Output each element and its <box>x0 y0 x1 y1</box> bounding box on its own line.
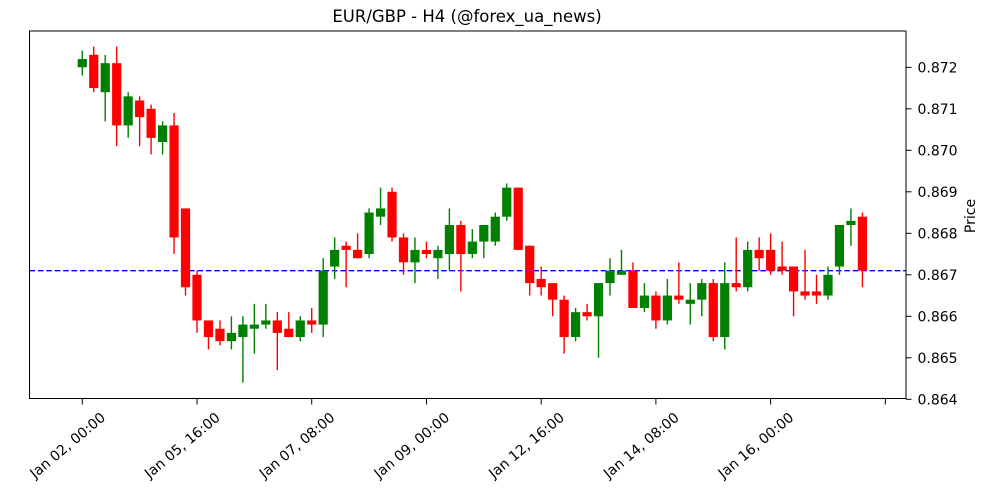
candle-body-down <box>169 125 179 238</box>
candle-body-down <box>284 328 294 338</box>
candle-body-up <box>467 241 477 255</box>
candle-body-down <box>192 274 202 321</box>
candle-body-down <box>628 270 638 308</box>
candle-body-down <box>456 224 466 255</box>
candle-body-down <box>421 249 432 255</box>
y-tick-label: 0.872 <box>918 60 958 76</box>
candle-body-down <box>398 237 409 263</box>
candle-body-down <box>513 187 523 250</box>
candle-body-down <box>307 320 317 325</box>
candle-body-up <box>364 212 374 255</box>
y-tick-label: 0.870 <box>918 143 958 159</box>
candle-body-down <box>112 63 122 126</box>
candle-body-up <box>639 295 650 308</box>
candle-body-up <box>834 224 845 267</box>
candle-body-up <box>697 283 707 300</box>
candle-body-down <box>811 291 822 296</box>
candle-body-up <box>318 270 328 325</box>
candle-body-down <box>525 245 535 284</box>
candle-body-down <box>146 108 156 138</box>
y-tick-label: 0.864 <box>918 392 958 408</box>
x-tick-label: Jan 07, 08:00 <box>256 410 338 483</box>
candle-body-up <box>502 187 512 217</box>
candle-body-down <box>582 312 592 317</box>
candle-body-up <box>100 63 110 93</box>
candle-body-down <box>548 283 558 300</box>
y-tick-label: 0.867 <box>918 268 958 284</box>
y-tick-label: 0.869 <box>918 185 958 201</box>
candle-body-down <box>89 54 99 89</box>
candle-body-up <box>605 270 615 284</box>
candle-body-down <box>651 295 661 321</box>
x-tick-label: Jan 09, 00:00 <box>371 410 453 483</box>
candle-body-up <box>593 283 604 317</box>
candle-body-down <box>135 100 145 118</box>
candle-body-up <box>157 125 168 143</box>
candle-body-down <box>674 295 684 300</box>
candle-body-down <box>754 249 764 259</box>
candle-body-up <box>444 224 454 255</box>
candle-body-up <box>570 312 581 338</box>
candle-body-up <box>226 332 237 342</box>
candle-body-up <box>261 320 271 325</box>
y-tick-label: 0.865 <box>918 351 958 367</box>
y-axis-title: Price <box>963 199 979 233</box>
candle-body-up <box>77 59 87 68</box>
y-tick-label: 0.871 <box>918 102 958 118</box>
candle-body-down <box>272 320 282 333</box>
candle-body-up <box>330 249 340 267</box>
candle-body-down <box>766 249 776 271</box>
candle-body-down <box>215 328 225 342</box>
candle-body-down <box>788 266 799 292</box>
candle-body-up <box>433 249 443 259</box>
x-tick-label: Jan 14, 08:00 <box>600 410 682 483</box>
candle-body-up <box>743 249 753 288</box>
plot-area: 0.864 0.865 0.866 0.867 0.868 0.869 0.870 0.871… <box>26 30 958 483</box>
x-tick-label: Jan 16, 00:00 <box>715 410 797 483</box>
candle-body-down <box>387 191 397 238</box>
y-tick-label: 0.866 <box>918 309 958 325</box>
candle-body-up <box>249 324 259 329</box>
candle-body-up <box>685 299 695 304</box>
candle-body-up <box>846 220 856 225</box>
candle-body-down <box>777 266 787 271</box>
plot-border <box>29 30 907 399</box>
y-tick-label: 0.868 <box>918 226 958 242</box>
x-tick-label: Jan 02, 00:00 <box>26 410 108 483</box>
candle-body-up <box>490 216 500 242</box>
candle-body-up <box>823 274 833 296</box>
candle-body-down <box>857 216 868 271</box>
candle-body-down <box>559 299 569 338</box>
candle-body-up <box>295 320 305 338</box>
candle-body-down <box>800 291 810 296</box>
candle-body-up <box>410 249 420 263</box>
candle-body-up <box>720 283 730 338</box>
candle-body-up <box>616 270 627 275</box>
candle-body-down <box>203 320 214 338</box>
x-tick-label: Jan 12, 16:00 <box>485 410 567 483</box>
chart-title: EUR/GBP - H4 (@forex_ua_news) <box>332 7 601 27</box>
candle-body-up <box>123 96 133 126</box>
candle-body-down <box>708 283 718 338</box>
x-tick-label: Jan 05, 16:00 <box>141 410 223 483</box>
candle-body-up <box>375 208 386 217</box>
candle-body-down <box>536 278 546 288</box>
candle-body-down <box>341 245 351 250</box>
candle-body-up <box>479 224 489 242</box>
candle-body-up <box>238 324 248 338</box>
candle-body-down <box>731 283 741 288</box>
candle-body-up <box>662 295 672 321</box>
candle-body-down <box>180 208 191 288</box>
candle-body-down <box>353 249 363 259</box>
